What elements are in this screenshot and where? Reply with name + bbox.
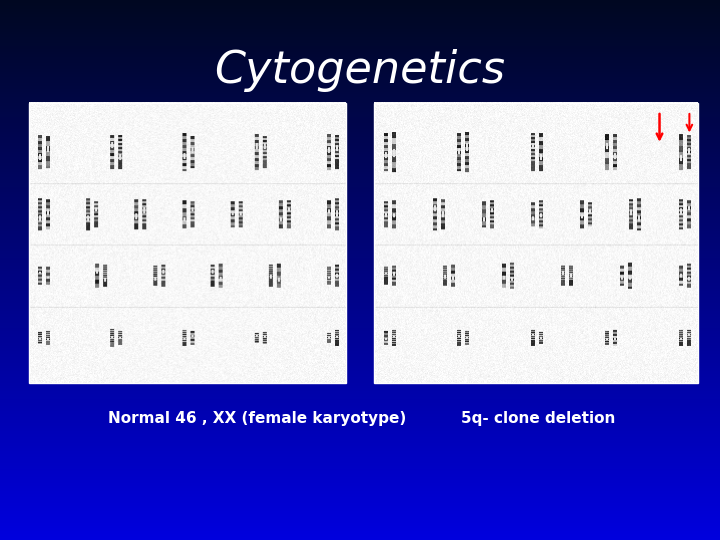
Text: 5q- clone deletion: 5q- clone deletion [461, 411, 615, 426]
Text: Cytogenetics: Cytogenetics [215, 49, 505, 92]
Bar [374, 103, 698, 383]
Text: Normal 46 , XX (female karyotype): Normal 46 , XX (female karyotype) [108, 411, 406, 426]
Bar [29, 103, 346, 383]
